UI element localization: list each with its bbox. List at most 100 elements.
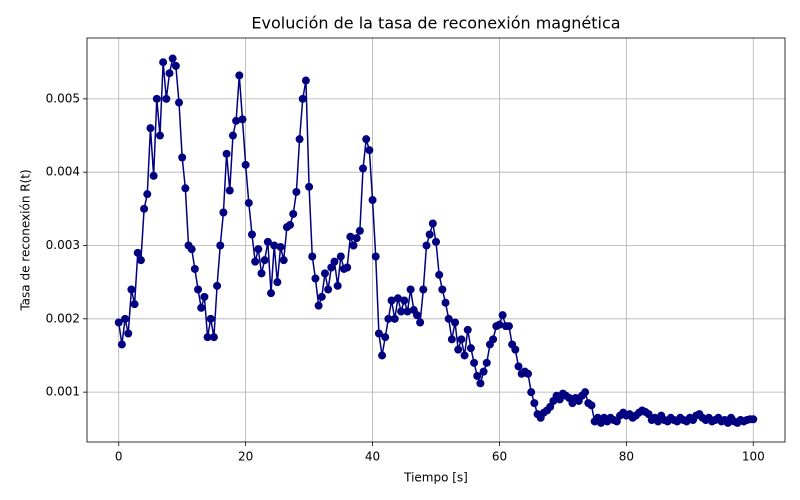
data-point (121, 314, 130, 323)
data-point (355, 226, 364, 235)
data-point (190, 264, 199, 273)
data-point (327, 263, 336, 272)
data-point (498, 311, 507, 320)
data-point (644, 410, 653, 419)
data-point (359, 164, 368, 173)
data-point (365, 146, 374, 155)
data-point (140, 204, 149, 213)
data-point (165, 69, 174, 78)
data-point (181, 184, 190, 193)
data-point (387, 296, 396, 305)
data-point (238, 115, 247, 124)
data-point (244, 198, 253, 207)
data-point (203, 333, 212, 342)
data-point (489, 335, 498, 344)
data-point (257, 269, 266, 278)
data-point (378, 351, 387, 360)
data-point (612, 417, 621, 426)
data-point (171, 61, 180, 70)
data-point (216, 241, 225, 250)
x-tick-label: 40 (365, 450, 380, 464)
data-point (412, 311, 421, 320)
plot-frame (86, 37, 786, 443)
data-point (289, 209, 298, 218)
data-point (333, 281, 342, 290)
data-point (286, 220, 295, 229)
y-tick-label: 0.001 (46, 385, 80, 399)
data-point (279, 256, 288, 265)
data-point (432, 237, 440, 246)
data-point (384, 314, 393, 323)
x-tick-label: 20 (238, 450, 253, 464)
y-tick-label: 0.002 (46, 311, 80, 325)
data-point (330, 257, 339, 266)
data-point (146, 124, 155, 133)
data-point (438, 285, 447, 294)
data-point (194, 285, 203, 294)
data-point (308, 252, 317, 261)
y-tick-label: 0.005 (46, 91, 80, 105)
data-point (317, 292, 326, 301)
data-point (149, 171, 158, 180)
data-point (320, 269, 329, 278)
data-point (511, 345, 520, 354)
data-point (654, 417, 663, 426)
data-point (175, 98, 184, 107)
data-point (524, 369, 533, 378)
data-point (209, 333, 218, 342)
data-point (349, 241, 358, 250)
data-point (451, 318, 460, 327)
data-point (336, 252, 345, 261)
x-tick-label: 100 (742, 450, 765, 464)
data-point (114, 318, 123, 327)
data-point (136, 256, 145, 265)
data-point (447, 335, 456, 344)
data-point (152, 94, 161, 103)
data-point (324, 285, 333, 294)
data-point (406, 285, 415, 294)
data-point (504, 322, 513, 331)
data-point (130, 300, 139, 309)
data-point (374, 329, 383, 338)
data-point (441, 298, 450, 307)
data-point (247, 230, 256, 239)
data-point (273, 278, 282, 287)
data-point (463, 325, 472, 334)
data-point (352, 234, 361, 243)
data-point (460, 351, 469, 360)
data-point (514, 362, 523, 371)
data-point (343, 263, 352, 272)
data-point (587, 401, 596, 410)
data-point (416, 318, 425, 327)
data-point (397, 307, 406, 316)
data-point (479, 367, 488, 376)
data-point (314, 301, 323, 310)
y-axis-label: Tasa de reconexión R(t) (19, 169, 33, 311)
data-point (749, 415, 758, 424)
data-point (546, 402, 555, 411)
x-tick-label: 60 (492, 450, 507, 464)
data-point (435, 270, 444, 279)
x-axis-label: Tiempo [s] (403, 471, 468, 485)
data-point (298, 94, 307, 103)
x-tick-label: 0 (115, 450, 123, 464)
data-point (470, 358, 479, 367)
data-point (473, 372, 482, 381)
data-point (476, 379, 485, 388)
data-point (393, 294, 402, 303)
data-point (482, 358, 491, 367)
data-point (368, 196, 377, 205)
data-point (159, 58, 168, 67)
data-point (301, 76, 310, 85)
data-point (232, 116, 241, 125)
data-point (527, 388, 536, 397)
chart-title: Evolución de la tasa de reconexión magné… (251, 14, 620, 33)
data-point (213, 281, 222, 290)
data-point (555, 395, 564, 404)
data-point (295, 135, 304, 144)
data-point (292, 187, 301, 196)
data-point (155, 131, 164, 140)
data-point (428, 219, 437, 228)
